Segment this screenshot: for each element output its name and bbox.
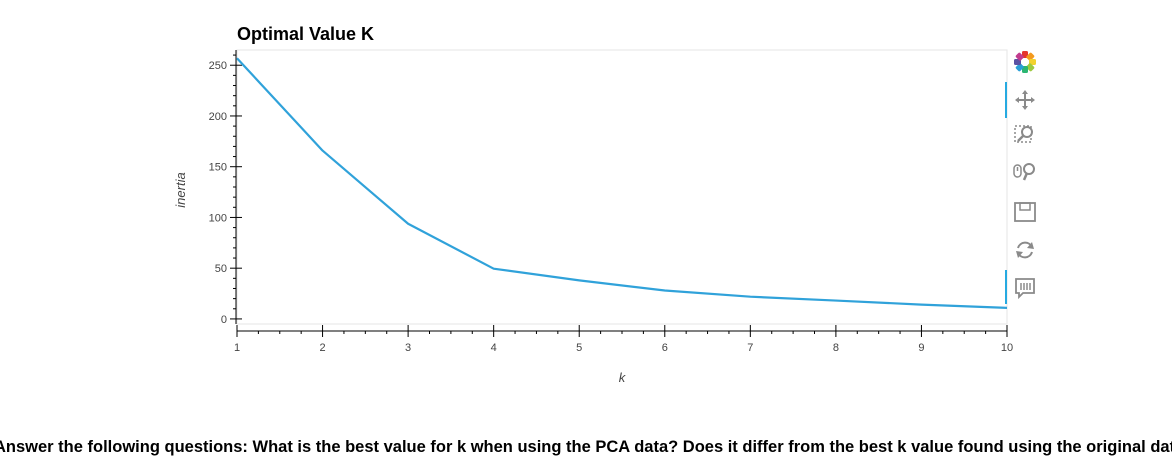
x-tick-label: 6: [662, 342, 668, 354]
series-layer: [236, 57, 1008, 309]
x-tick-label: 2: [319, 342, 325, 354]
pan-active-indicator: [1005, 82, 1007, 118]
y-tick-label: 150: [209, 162, 227, 174]
x-tick-label: 10: [1001, 342, 1013, 354]
wheel-zoom-icon[interactable]: [1013, 160, 1037, 184]
chart-title: Optimal Value K: [237, 24, 374, 44]
x-tick-label: 8: [833, 342, 839, 354]
line-chart[interactable]: Optimal Value K 0 50 100 150 200 250 1 2 3 4 5 6 7 8…: [0, 0, 1172, 430]
box-zoom-icon[interactable]: [1013, 122, 1037, 146]
plot-frame: [236, 49, 1008, 325]
hover-icon[interactable]: [1013, 276, 1037, 300]
save-icon[interactable]: [1013, 200, 1037, 224]
y-tick-label: 200: [209, 111, 227, 123]
x-axis-label: k: [619, 370, 627, 385]
y-axis-label: inertia: [173, 172, 188, 207]
x-tick-label: 7: [747, 342, 753, 354]
x-tick-label: 4: [491, 342, 497, 354]
y-tick-label: 250: [209, 60, 227, 72]
series-line-0: [236, 57, 1008, 309]
chart-toolbar: [1005, 44, 1045, 306]
y-axis: 0 50 100 150 200 250: [209, 50, 242, 326]
y-tick-label: 100: [209, 212, 227, 224]
y-tick-label: 0: [221, 314, 227, 326]
question-text: Answer the following questions: What is …: [0, 438, 1172, 456]
x-tick-label: 1: [234, 342, 240, 354]
reset-icon[interactable]: [1013, 238, 1037, 262]
hover-active-indicator: [1005, 270, 1007, 304]
x-tick-label: 3: [405, 342, 411, 354]
x-tick-label: 9: [918, 342, 924, 354]
x-tick-label: 5: [576, 342, 582, 354]
bokeh-logo-icon[interactable]: [1013, 50, 1037, 74]
x-axis: 1 2 3 4 5 6 7 8 9 10: [234, 325, 1013, 354]
y-tick-label: 50: [215, 263, 227, 275]
pan-icon[interactable]: [1013, 88, 1037, 112]
